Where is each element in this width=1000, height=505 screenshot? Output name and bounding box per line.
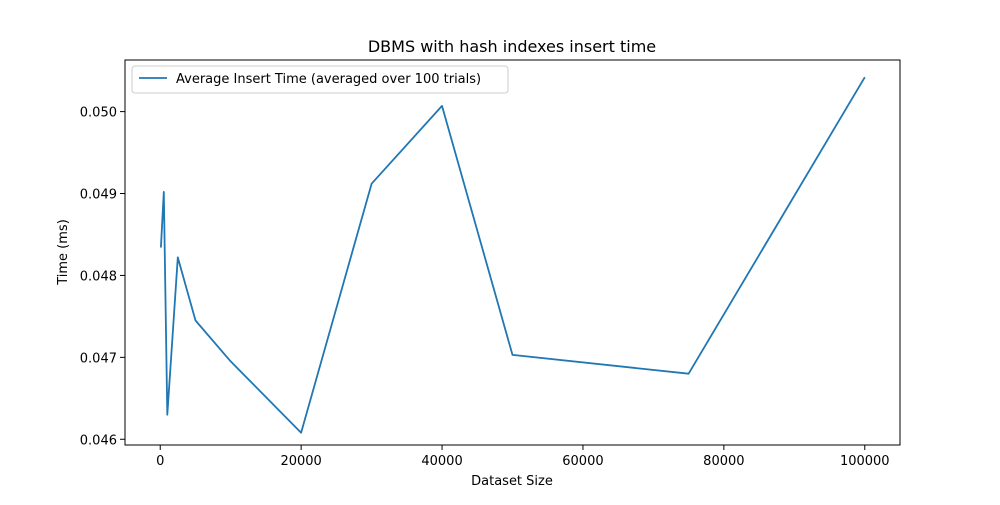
y-tick-label: 0.049 xyxy=(80,188,117,203)
x-tick-label: 40000 xyxy=(421,454,462,469)
chart-title: DBMS with hash indexes insert time xyxy=(368,37,656,56)
y-axis-label: Time (ms) xyxy=(56,219,71,286)
x-axis-label: Dataset Size xyxy=(471,474,553,489)
x-tick-label: 100000 xyxy=(840,454,890,469)
series-line-0 xyxy=(160,76,866,434)
x-tick-label: 60000 xyxy=(562,454,603,469)
x-tick-label: 80000 xyxy=(703,454,744,469)
x-tick-label: 0 xyxy=(156,454,164,469)
y-tick-label: 0.047 xyxy=(80,351,117,366)
x-tick-label: 20000 xyxy=(280,454,321,469)
plot-frame xyxy=(124,59,901,446)
legend-entry-label: Average Insert Time (averaged over 100 t… xyxy=(176,72,481,87)
y-tick-label: 0.050 xyxy=(80,106,117,121)
legend-box xyxy=(131,65,509,94)
series-layer xyxy=(160,76,866,434)
legend: Average Insert Time (averaged over 100 t… xyxy=(131,65,509,94)
y-tick-label: 0.048 xyxy=(80,269,117,284)
y-axis: 0.046 0.047 0.048 0.049 0.050 xyxy=(80,106,125,448)
y-tick-label: 0.046 xyxy=(80,433,117,448)
x-axis: 0 20000 40000 60000 80000 100000 xyxy=(156,445,890,469)
